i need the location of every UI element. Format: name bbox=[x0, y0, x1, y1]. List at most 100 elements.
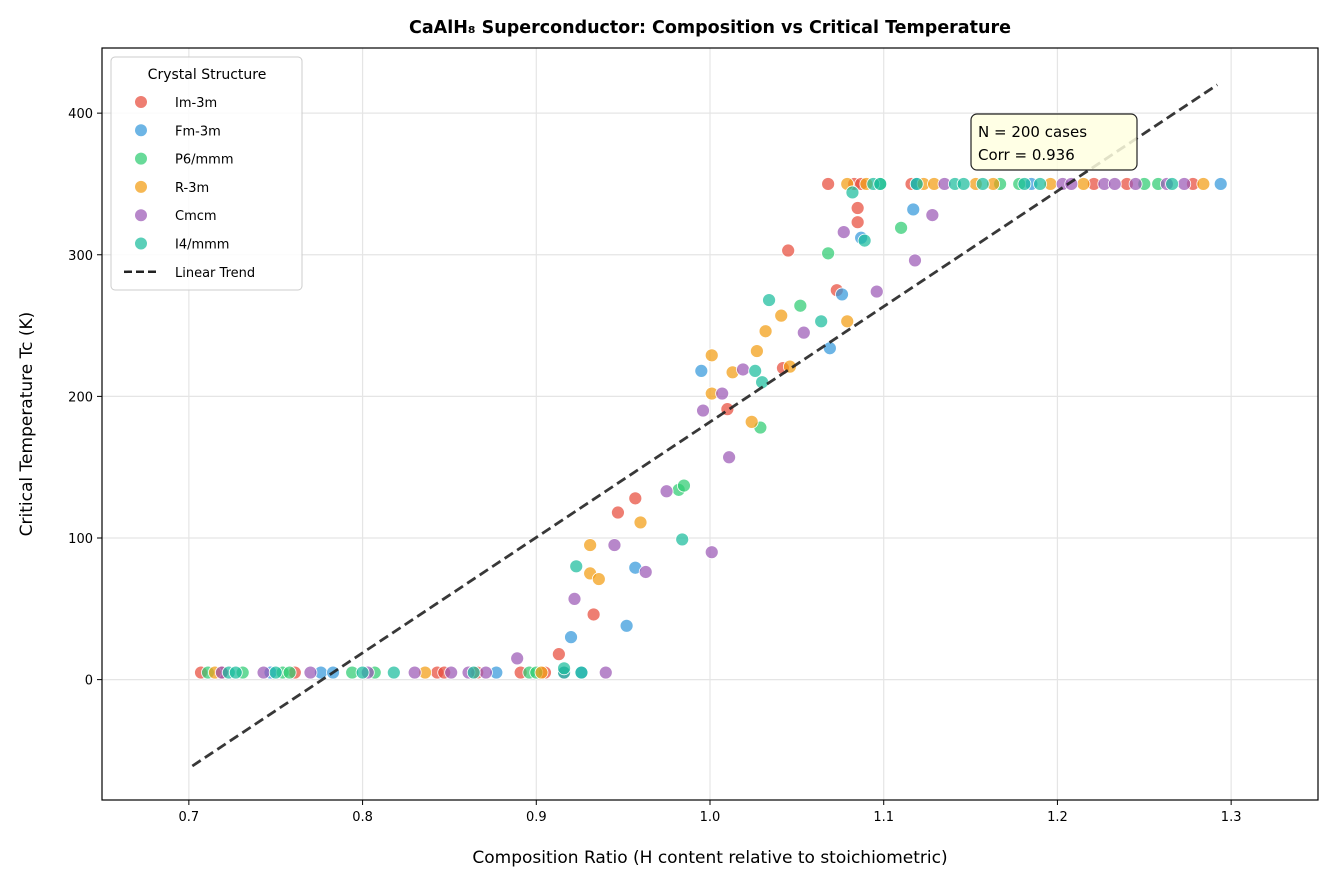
legend-label: Im-3m bbox=[175, 96, 217, 111]
data-point-i4-mmm bbox=[1165, 177, 1179, 191]
annotation-corr: Corr = 0.936 bbox=[978, 146, 1075, 164]
data-point-r-3m bbox=[591, 572, 606, 586]
data-point-i4-mmm bbox=[386, 665, 401, 680]
data-point-fm-3m bbox=[564, 630, 578, 645]
data-point-cmcm bbox=[607, 538, 622, 552]
data-point-r-3m bbox=[1196, 177, 1211, 191]
data-point-i4-mmm bbox=[268, 665, 283, 680]
data-point-cmcm bbox=[479, 665, 493, 680]
data-point-cmcm bbox=[722, 450, 737, 465]
y-tick-label: 100 bbox=[68, 532, 93, 547]
data-point-cmcm bbox=[407, 665, 422, 680]
x-tick-label: 1.1 bbox=[873, 810, 894, 825]
data-point-i4-mmm bbox=[228, 665, 243, 680]
data-point-cmcm bbox=[256, 665, 271, 680]
data-point-r-3m bbox=[750, 344, 764, 358]
data-point-cmcm bbox=[836, 225, 851, 240]
data-point-cmcm bbox=[696, 403, 710, 418]
data-point-i4-mmm bbox=[569, 559, 584, 574]
data-point-r-3m bbox=[1076, 177, 1091, 191]
data-point-im-3m bbox=[611, 505, 625, 520]
data-point-r-3m bbox=[583, 538, 598, 552]
data-point-i4-mmm bbox=[748, 363, 763, 378]
legend-label: R-3m bbox=[175, 181, 209, 196]
data-point-fm-3m bbox=[694, 363, 709, 378]
data-point-im-3m bbox=[781, 243, 796, 258]
data-point-cmcm bbox=[638, 565, 653, 579]
x-tick-label: 1.3 bbox=[1221, 810, 1242, 825]
legend-label: I4/mmm bbox=[175, 238, 229, 253]
data-point-cmcm bbox=[925, 208, 940, 223]
y-tick-label: 300 bbox=[68, 249, 93, 264]
data-point-cmcm bbox=[869, 284, 884, 299]
y-axis-label: Critical Temperature Tc (K) bbox=[17, 312, 37, 537]
data-point-im-3m bbox=[551, 647, 566, 662]
legend-marker bbox=[134, 151, 148, 166]
data-point-fm-3m bbox=[1213, 177, 1228, 191]
legend-label-trend: Linear Trend bbox=[175, 266, 255, 281]
data-point-i4-mmm bbox=[1017, 177, 1032, 191]
data-point-i4-mmm bbox=[762, 293, 776, 307]
data-point-i4-mmm bbox=[574, 665, 589, 680]
points-layer bbox=[194, 177, 1228, 680]
data-point-fm-3m bbox=[822, 341, 837, 356]
x-tick-label: 1.0 bbox=[700, 810, 721, 825]
data-point-i4-mmm bbox=[355, 665, 370, 680]
data-point-r-3m bbox=[744, 414, 759, 429]
data-point-p6-mmm bbox=[282, 665, 297, 680]
legend-label: Cmcm bbox=[175, 209, 217, 224]
legend: Crystal Structure Im-3m Fm-3m P6/mmm R-3m Cm… bbox=[110, 56, 303, 291]
data-point-cmcm bbox=[567, 592, 582, 606]
y-tick-label: 400 bbox=[68, 107, 93, 122]
data-point-im-3m bbox=[586, 607, 601, 622]
data-point-cmcm bbox=[715, 386, 730, 401]
annotation-count: N = 200 cases bbox=[978, 123, 1087, 141]
x-tick-label: 1.2 bbox=[1047, 810, 1068, 825]
data-point-im-3m bbox=[628, 491, 643, 506]
data-point-i4-mmm bbox=[557, 661, 571, 676]
y-tick-label: 200 bbox=[68, 390, 93, 405]
y-tick-label: 0 bbox=[85, 674, 93, 689]
data-point-cmcm bbox=[704, 545, 719, 560]
data-point-p6-mmm bbox=[894, 220, 908, 235]
data-point-im-3m bbox=[850, 201, 865, 215]
data-point-r-3m bbox=[633, 515, 648, 530]
legend-marker bbox=[134, 208, 148, 223]
legend-label: P6/mmm bbox=[175, 153, 233, 168]
data-point-cmcm bbox=[796, 325, 811, 340]
data-point-i4-mmm bbox=[845, 185, 860, 200]
data-point-im-3m bbox=[850, 215, 865, 230]
data-point-i4-mmm bbox=[814, 314, 829, 329]
data-point-cmcm bbox=[444, 665, 459, 680]
chart-title: CaAlH₈ Superconductor: Composition vs Cr… bbox=[409, 18, 1011, 38]
x-tick-label: 0.9 bbox=[526, 810, 547, 825]
legend-label: Fm-3m bbox=[175, 124, 221, 139]
legend-title: Crystal Structure bbox=[148, 67, 267, 83]
data-point-r-3m bbox=[534, 665, 549, 680]
data-point-i4-mmm bbox=[909, 177, 924, 191]
x-axis-label: Composition Ratio (H content relative to… bbox=[472, 848, 947, 868]
data-point-im-3m bbox=[821, 177, 836, 191]
data-point-r-3m bbox=[840, 314, 855, 329]
data-point-fm-3m bbox=[619, 618, 634, 633]
data-point-r-3m bbox=[774, 308, 789, 323]
annotation-box: N = 200 cases Corr = 0.936 bbox=[970, 113, 1138, 171]
legend-marker bbox=[134, 179, 148, 194]
data-point-i4-mmm bbox=[1033, 177, 1047, 191]
data-point-cmcm bbox=[1107, 177, 1122, 191]
data-point-cmcm bbox=[510, 651, 525, 666]
data-point-cmcm bbox=[908, 253, 922, 268]
data-point-cmcm bbox=[303, 665, 318, 680]
data-point-i4-mmm bbox=[857, 233, 872, 248]
data-point-cmcm bbox=[1177, 177, 1192, 191]
data-point-p6-mmm bbox=[793, 298, 808, 313]
data-point-fm-3m bbox=[906, 202, 921, 217]
legend-marker bbox=[134, 95, 148, 109]
data-point-cmcm bbox=[598, 665, 613, 680]
data-point-i4-mmm bbox=[956, 177, 971, 191]
grid bbox=[102, 48, 1318, 800]
data-point-i4-mmm bbox=[873, 177, 888, 191]
data-point-p6-mmm bbox=[677, 478, 691, 493]
data-point-r-3m bbox=[704, 348, 719, 363]
